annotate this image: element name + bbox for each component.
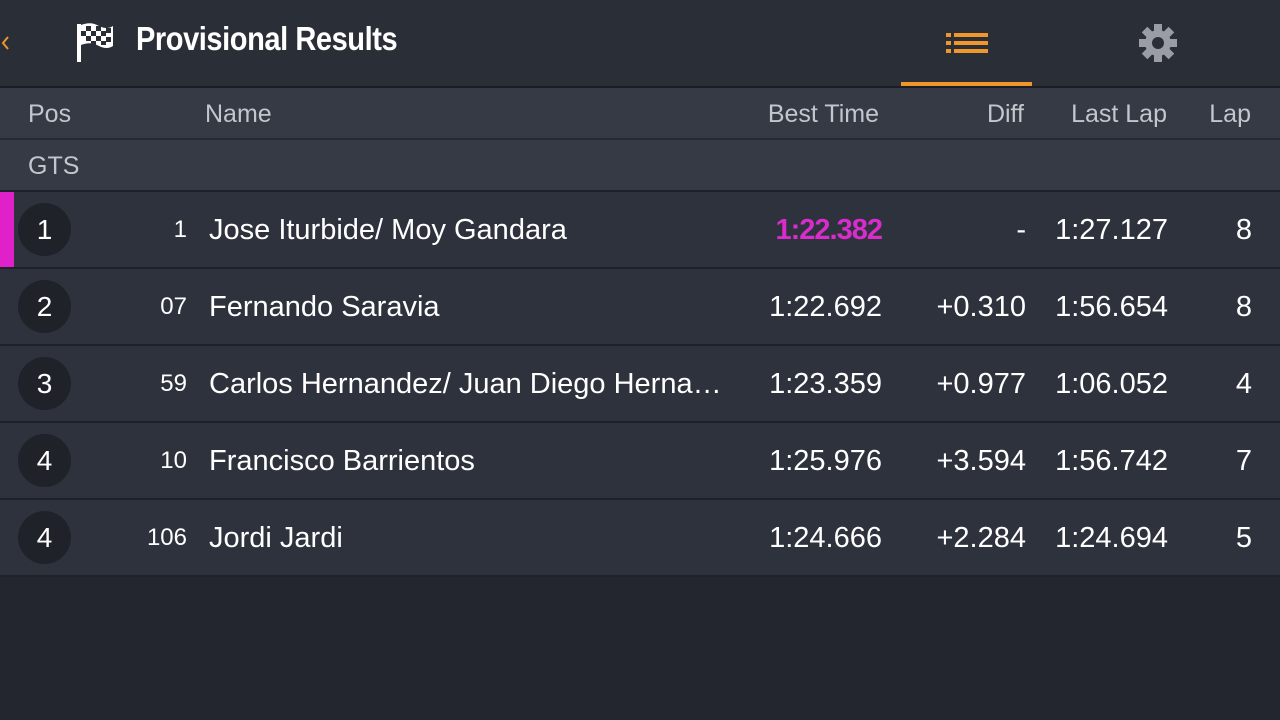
result-row[interactable]: 4 10 Francisco Barrientos 1:25.976 +3.594 1:5… (0, 423, 1280, 500)
lap-count: 4 (1235, 368, 1252, 400)
best-time: 1:24.666 (769, 522, 882, 554)
gap: +2.284 (936, 522, 1026, 554)
column-title: Name (205, 100, 272, 128)
column-title: Last Lap (1071, 100, 1167, 128)
driver-name: Fernando Saravia (209, 291, 440, 323)
column-title: Pos (28, 100, 72, 128)
column-title: Lap (1209, 100, 1251, 128)
last-lap: 1:27.127 (1055, 214, 1168, 246)
last-lap: 1:56.654 (1055, 291, 1168, 323)
best-time: 1:22.692 (769, 291, 882, 323)
column-title: Diff (986, 100, 1024, 128)
car-number: 59 (160, 370, 187, 397)
gap: +0.977 (936, 368, 1026, 400)
group-label: GTS (28, 152, 80, 180)
position: 3 (18, 357, 71, 410)
last-lap: 1:56.742 (1055, 445, 1168, 477)
result-row[interactable]: 1 1 Jose Iturbide/ Moy Gandara 1:22.382 -1:2… (0, 192, 1280, 269)
position: 4 (18, 434, 71, 487)
car-number: 1 (173, 216, 187, 243)
driver-name: Jose Iturbide/ Moy Gandara (209, 214, 567, 246)
result-row[interactable]: 3 59 Carlos Hernandez/ Juan Diego Hernande… (0, 346, 1280, 423)
lap-count: 8 (1235, 291, 1252, 323)
top-bar: Provisional Results (0, 0, 1280, 88)
best-time: 1:25.976 (769, 445, 882, 477)
driver-name: Jordi Jardi (209, 522, 343, 554)
car-number: 10 (160, 447, 187, 474)
column-title: Best Time (767, 100, 879, 128)
results-list: 1 1 Jose Iturbide/ Moy Gandara 1:22.382-1:2… (0, 192, 1280, 577)
gap: +0.310 (936, 291, 1026, 323)
checkered-flag-icon (77, 23, 113, 62)
lap-count: 7 (1235, 445, 1252, 477)
back-button[interactable] (0, 28, 12, 58)
best-time: 1:23.359 (769, 368, 882, 400)
page-title: Provisional Results (136, 20, 398, 57)
last-lap: 1:06.052 (1055, 368, 1168, 400)
position: 4 (18, 511, 71, 564)
settings-tab[interactable] (1093, 0, 1224, 86)
result-row[interactable]: 2 07 Fernando Saravia 1:22.692 +0.310 1:56.65… (0, 269, 1280, 346)
lap-count: 8 (1235, 214, 1252, 246)
driver-name: Carlos Hernandez/ Juan Diego Hernandez (209, 368, 729, 400)
gap: - (1016, 214, 1026, 246)
car-number: 07 (160, 293, 187, 320)
column-header: Pos Name Best Time Diff Last Lap Lap (0, 88, 1280, 140)
car-number: 106 (146, 524, 187, 551)
gear-icon (1139, 24, 1177, 62)
lap-count: 5 (1235, 522, 1252, 554)
gap: +3.594 (936, 445, 1026, 477)
list-tab[interactable] (901, 0, 1032, 86)
position: 2 (18, 280, 71, 333)
class-group: GTS (0, 140, 1280, 192)
driver-name: Francisco Barrientos (209, 445, 475, 477)
position: 1 (18, 203, 71, 256)
result-row[interactable]: 4 106 Jordi Jardi 1:24.666 +2.284 1:24.694 5 (0, 500, 1280, 577)
list-icon (946, 33, 988, 53)
best-time: 1:22.382 (775, 214, 883, 246)
last-lap: 1:24.694 (1055, 522, 1168, 554)
